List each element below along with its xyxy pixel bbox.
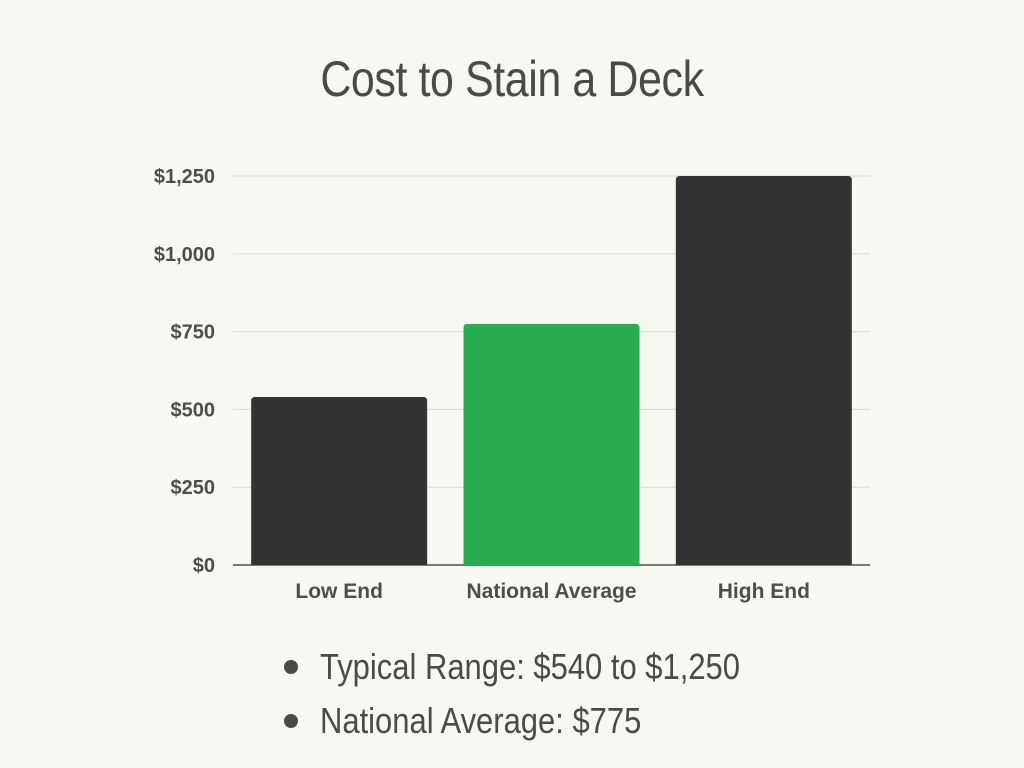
y-axis-ticks: $0 $250 $500 $750 $1,000 $1,250 <box>154 166 215 577</box>
bar-national-average <box>463 323 640 565</box>
y-tick-label: $1,000 <box>154 244 215 266</box>
category-label: National Average <box>467 580 637 603</box>
x-axis-categories: Low End National Average High End <box>295 580 809 603</box>
y-tick-label: $250 <box>171 477 216 499</box>
bar-low-end <box>251 396 428 565</box>
summary-list: Typical Range: $540 to $1,250 National A… <box>280 640 808 748</box>
y-tick-label: $500 <box>171 399 216 421</box>
bullet-icon <box>284 714 298 728</box>
bullet-icon <box>284 660 298 674</box>
chart-title: Cost to Stain a Deck <box>320 51 704 107</box>
y-tick-label: $750 <box>171 322 216 344</box>
summary-text: Typical Range: $540 to $1,250 <box>320 646 740 687</box>
summary-text: National Average: $775 <box>320 700 642 741</box>
category-label: Low End <box>295 580 383 603</box>
y-tick-label: $0 <box>193 555 215 577</box>
y-tick-label: $1,250 <box>154 166 215 188</box>
category-label: High End <box>718 580 810 603</box>
summary-item-typical-range: Typical Range: $540 to $1,250 <box>280 640 808 694</box>
bar-high-end <box>675 176 852 565</box>
summary-item-national-average: National Average: $775 <box>280 694 808 748</box>
bars <box>251 176 852 565</box>
